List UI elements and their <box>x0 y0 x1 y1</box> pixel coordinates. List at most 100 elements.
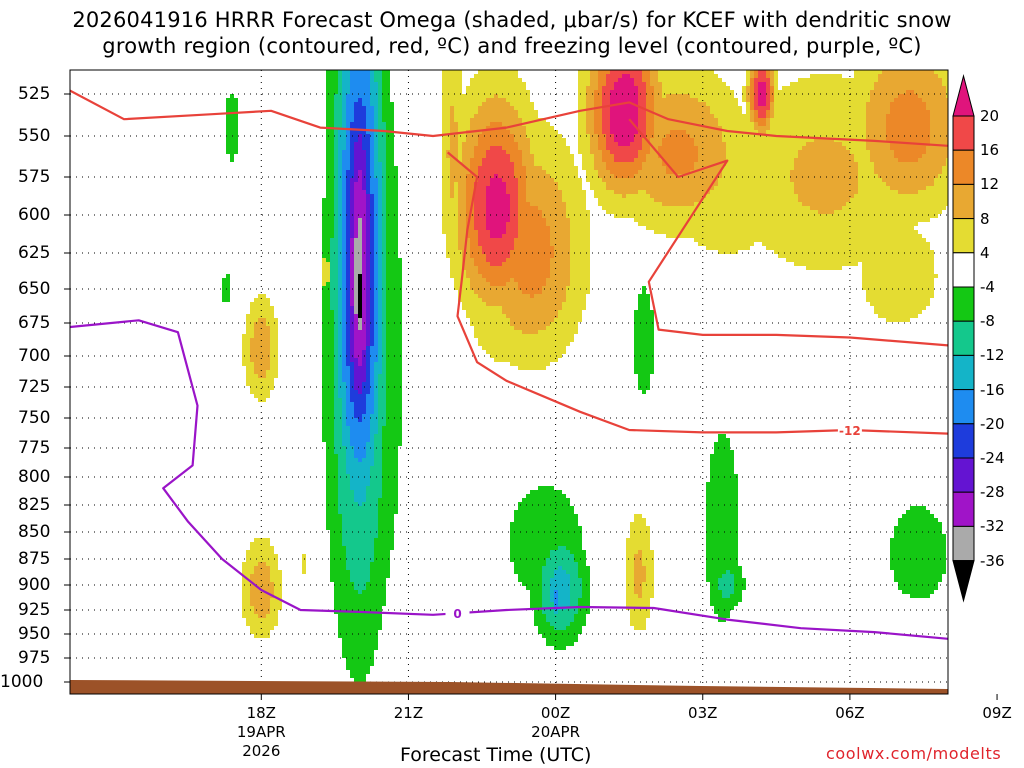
omega-cell <box>338 250 342 254</box>
omega-cell <box>334 594 338 598</box>
omega-cell <box>362 390 366 394</box>
omega-cell <box>386 550 390 554</box>
omega-cell <box>366 506 370 510</box>
omega-cell <box>334 478 338 482</box>
omega-cell <box>386 462 390 466</box>
omega-cell <box>454 98 458 102</box>
omega-cell <box>394 302 398 306</box>
omega-cell <box>374 230 378 234</box>
omega-cell <box>358 82 362 86</box>
omega-cell <box>506 90 510 94</box>
omega-cell <box>342 478 346 482</box>
omega-cell <box>478 226 482 230</box>
omega-cell <box>266 562 270 566</box>
omega-cell <box>530 250 534 254</box>
omega-cell <box>506 94 510 98</box>
omega-cell <box>466 278 470 282</box>
omega-cell <box>530 126 534 130</box>
omega-cell <box>494 102 498 106</box>
omega-cell <box>354 666 358 670</box>
omega-cell <box>390 430 394 434</box>
omega-cell <box>322 402 326 406</box>
omega-cell <box>350 286 354 290</box>
omega-cell <box>342 502 346 506</box>
omega-cell <box>394 502 398 506</box>
omega-cell <box>270 322 274 326</box>
omega-cell <box>386 210 390 214</box>
omega-cell <box>490 118 494 122</box>
omega-cell <box>522 250 526 254</box>
omega-cell <box>330 398 334 402</box>
omega-cell <box>330 554 334 558</box>
omega-cell <box>494 150 498 154</box>
omega-cell <box>458 78 462 82</box>
omega-cell <box>258 358 262 362</box>
omega-cell <box>334 518 338 522</box>
omega-cell <box>446 158 450 162</box>
omega-cell <box>498 234 502 238</box>
omega-cell <box>390 150 394 154</box>
omega-cell <box>354 550 358 554</box>
omega-cell <box>534 210 538 214</box>
omega-cell <box>262 310 266 314</box>
omega-cell <box>326 462 330 466</box>
omega-cell <box>374 86 378 90</box>
omega-cell <box>330 110 334 114</box>
omega-cell <box>394 454 398 458</box>
omega-cell <box>242 578 246 582</box>
omega-cell <box>262 538 266 542</box>
omega-cell <box>366 190 370 194</box>
omega-cell <box>374 350 378 354</box>
omega-cell <box>374 322 378 326</box>
omega-cell <box>246 350 250 354</box>
omega-cell <box>514 546 518 550</box>
omega-cell <box>390 106 394 110</box>
omega-cell <box>494 266 498 270</box>
omega-cell <box>514 74 518 78</box>
omega-cell <box>326 254 330 258</box>
omega-cell <box>374 342 378 346</box>
omega-cell <box>378 182 382 186</box>
omega-cell <box>542 270 546 274</box>
omega-cell <box>226 294 230 298</box>
omega-cell <box>510 174 514 178</box>
omega-cell <box>530 170 534 174</box>
omega-cell <box>374 634 378 638</box>
omega-cell <box>346 422 350 426</box>
omega-cell <box>346 366 350 370</box>
omega-cell <box>326 178 330 182</box>
omega-cell <box>390 210 394 214</box>
omega-cell <box>486 154 490 158</box>
omega-cell <box>462 282 466 286</box>
omega-cell <box>330 530 334 534</box>
omega-cell <box>366 166 370 170</box>
omega-cell <box>338 518 342 522</box>
omega-cell <box>346 170 350 174</box>
omega-cell <box>378 162 382 166</box>
omega-cell <box>274 582 278 586</box>
omega-cell <box>498 310 502 314</box>
omega-cell <box>538 182 542 186</box>
omega-cell <box>386 366 390 370</box>
omega-cell <box>510 210 514 214</box>
omega-cell <box>518 222 522 226</box>
omega-cell <box>266 538 270 542</box>
omega-cell <box>386 234 390 238</box>
omega-cell <box>526 274 530 278</box>
omega-cell <box>450 106 454 110</box>
omega-cell <box>378 142 382 146</box>
omega-cell <box>486 82 490 86</box>
omega-cell <box>458 178 462 182</box>
omega-cell <box>370 350 374 354</box>
omega-cell <box>326 358 330 362</box>
omega-cell <box>394 282 398 286</box>
omega-cell <box>478 266 482 270</box>
omega-cell <box>478 182 482 186</box>
omega-cell <box>330 282 334 286</box>
omega-cell <box>358 142 362 146</box>
omega-cell <box>374 238 378 242</box>
omega-cell <box>270 574 274 578</box>
omega-cell <box>490 334 494 338</box>
omega-cell <box>350 514 354 518</box>
omega-cell <box>326 402 330 406</box>
